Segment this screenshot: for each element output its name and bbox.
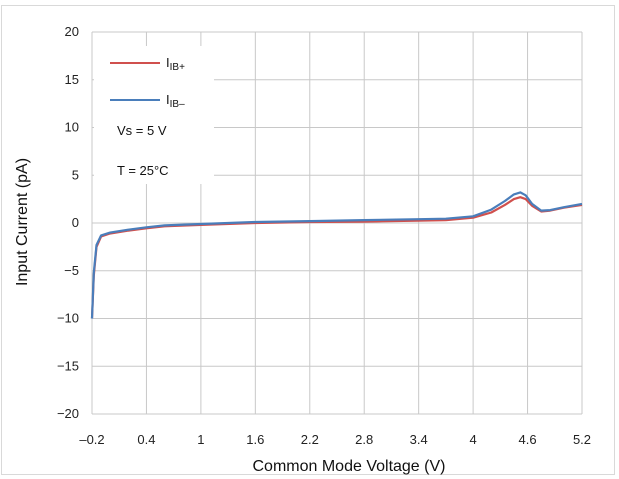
y-axis-label: Input Current (pA) (14, 158, 31, 286)
x-tick-label: 1.6 (246, 432, 264, 447)
x-tick-label: –0.2 (79, 432, 104, 447)
y-tick-labels: 20 15 10 5 0 −5 −10 −15 −20 (57, 24, 79, 421)
y-tick-label: 15 (65, 72, 79, 87)
y-tick-label: 10 (65, 120, 79, 135)
x-tick-label: 3.4 (410, 432, 428, 447)
x-tick-label: 0.4 (137, 432, 155, 447)
y-tick-label: −20 (57, 406, 79, 421)
x-tick-label: 2.8 (355, 432, 373, 447)
series-line-ib-plus (90, 196, 583, 319)
x-tick-label: 4.6 (519, 432, 537, 447)
y-tick-label: −15 (57, 358, 79, 373)
chart-frame (1, 5, 615, 475)
x-tick-label: 2.2 (301, 432, 319, 447)
x-tick-label: 5.2 (573, 432, 591, 447)
y-tick-label: −10 (57, 311, 79, 326)
y-tick-label: −5 (64, 263, 79, 278)
series-line-ib-minus (90, 191, 583, 319)
legend-label-ib-minus: IIB– (166, 92, 185, 110)
y-tick-label: 5 (72, 167, 79, 182)
legend-background (94, 46, 214, 184)
series-lines (90, 191, 583, 319)
x-tick-labels: –0.2 0.4 1 1.6 2.2 2.8 3.4 4 4.6 5.2 (79, 432, 591, 447)
y-tick-label: 0 (72, 215, 79, 230)
x-axis-label: Common Mode Voltage (V) (253, 458, 446, 475)
annotation-supply-voltage: Vs = 5 V (117, 123, 167, 138)
legend-label-ib-plus: IIB+ (166, 55, 185, 73)
legend: IIB+ IIB– Vs = 5 V T = 25°C (94, 46, 214, 184)
x-tick-label: 1 (197, 432, 204, 447)
y-tick-label: 20 (65, 24, 79, 39)
annotation-temperature: T = 25°C (117, 163, 169, 178)
x-tick-label: 4 (469, 432, 476, 447)
